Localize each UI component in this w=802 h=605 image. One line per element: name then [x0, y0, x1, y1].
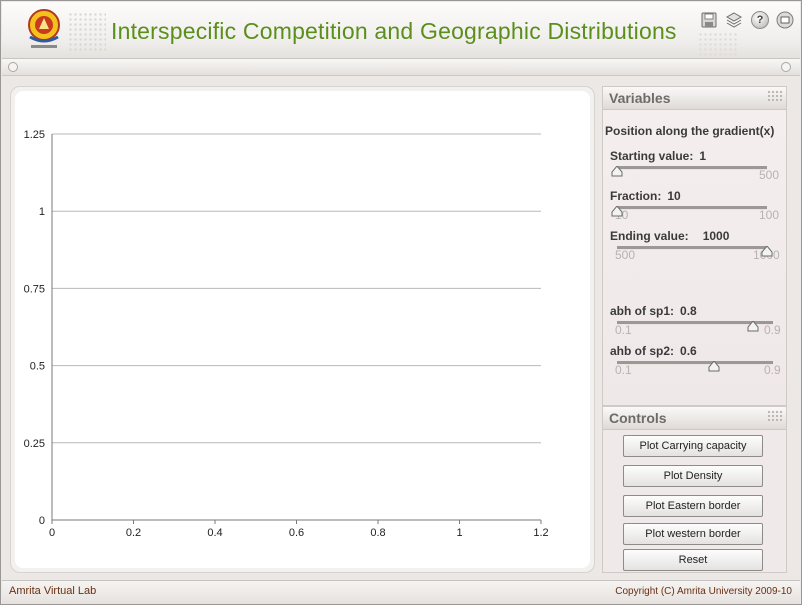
save-icon[interactable] — [700, 11, 718, 29]
ending-value-slider-track[interactable] — [617, 246, 767, 250]
footer-lab-name: Amrita Virtual Lab — [9, 585, 97, 597]
x-tick-label: 0.2 — [126, 527, 141, 539]
ending-value-label-text: Ending value: — [610, 229, 689, 243]
starting-value-readout: 1 — [699, 149, 707, 163]
abh-sp1-slider-track[interactable] — [617, 321, 773, 325]
ahb-sp2-slider-track[interactable] — [617, 361, 773, 365]
variables-panel: Variables Position along the gradient(x)… — [602, 86, 787, 406]
collapse-left-handle[interactable] — [8, 62, 18, 72]
plot-carrying-capacity-button[interactable]: Plot Carrying capacity — [623, 435, 763, 457]
y-tick-label: 0.75 — [24, 283, 45, 295]
fraction-slider-track[interactable] — [617, 206, 767, 210]
fraction-label: Fraction: 10 — [610, 189, 681, 203]
x-tick-label: 0.8 — [370, 527, 385, 539]
page-title: Interspecific Competition and Geographic… — [111, 18, 677, 44]
fraction-slider-thumb[interactable] — [611, 206, 623, 217]
chart-svg: 0 0.25 0.5 0.75 1 1.25 0 0.2 0.4 0.6 0.8 1 1.2 — [24, 129, 549, 539]
abh-sp1-max: 0.9 — [764, 323, 781, 337]
starting-value-label-text: Starting value: — [610, 149, 694, 163]
ahb-sp2-min: 0.1 — [615, 363, 632, 377]
ahb-sp2-max: 0.9 — [764, 363, 781, 377]
amrita-logo — [28, 9, 60, 48]
panel-grip-icon — [767, 90, 783, 102]
header-dot-pattern-right — [698, 32, 738, 56]
header-bar: Interspecific Competition and Geographic… — [2, 2, 800, 59]
fraction-readout: 10 — [667, 189, 681, 203]
controls-panel: Controls Plot Carrying capacity Plot Den… — [602, 406, 787, 573]
variables-body: Position along the gradient(x) Starting … — [603, 110, 786, 405]
controls-header: Controls — [603, 407, 786, 430]
ending-value-slider-thumb[interactable] — [761, 246, 773, 257]
ending-value-min: 500 — [615, 248, 636, 262]
x-tick-label: 1 — [456, 527, 462, 539]
header-dot-pattern — [68, 12, 106, 52]
fraction-max: 100 — [759, 208, 780, 222]
controls-title: Controls — [609, 410, 667, 426]
x-tick-label: 0.6 — [289, 527, 304, 539]
fraction-label-text: Fraction: — [610, 189, 662, 203]
fullscreen-icon[interactable] — [776, 11, 794, 29]
x-tick-label: 0.4 — [207, 527, 222, 539]
footer-bar: Amrita Virtual Lab Copyright (C) Amrita … — [2, 580, 800, 604]
x-tick-label: 0 — [49, 527, 55, 539]
x-tick-label: 1.2 — [533, 527, 548, 539]
collapse-bar — [2, 59, 800, 76]
ending-value-readout: 1000 — [702, 229, 730, 243]
y-tick-label: 1 — [39, 206, 45, 218]
starting-value-max: 500 — [759, 168, 780, 182]
abh-sp1-label: abh of sp1: 0.8 — [610, 304, 697, 318]
plot-eastern-border-button[interactable]: Plot Eastern border — [623, 495, 763, 517]
starting-value-slider-thumb[interactable] — [611, 166, 623, 177]
ahb-sp2-readout: 0.6 — [680, 344, 697, 358]
chart-area: 0 0.25 0.5 0.75 1 1.25 0 0.2 0.4 0.6 0.8 1 1.2 — [15, 91, 590, 568]
help-icon[interactable]: ? — [751, 11, 769, 29]
abh-sp1-label-text: abh of sp1: — [610, 304, 675, 318]
ahb-sp2-label-text: ahb of sp2: — [610, 344, 675, 358]
starting-value-slider-track[interactable] — [617, 166, 767, 170]
abh-sp1-readout: 0.8 — [680, 304, 697, 318]
controls-body: Plot Carrying capacity Plot Density Plot… — [603, 430, 786, 572]
ending-value-label: Ending value: 1000 — [610, 229, 729, 243]
variables-title: Variables — [609, 90, 671, 106]
plot-density-button[interactable]: Plot Density — [623, 465, 763, 487]
panel-grip-icon — [767, 410, 783, 422]
collapse-right-handle[interactable] — [781, 62, 791, 72]
y-tick-label: 0 — [39, 515, 45, 527]
plot-western-border-button[interactable]: Plot western border — [623, 523, 763, 545]
footer-copyright: Copyright (C) Amrita University 2009-10 — [615, 586, 792, 597]
reset-button[interactable]: Reset — [623, 549, 763, 571]
variables-header: Variables — [603, 87, 786, 110]
y-tick-label: 0.5 — [30, 361, 45, 373]
starting-value-label: Starting value: 1 — [610, 149, 706, 163]
ahb-sp2-label: ahb of sp2: 0.6 — [610, 344, 697, 358]
ahb-sp2-slider-thumb[interactable] — [708, 361, 720, 372]
y-tick-label: 1.25 — [24, 129, 45, 141]
gradient-section-label: Position along the gradient(x) — [605, 124, 775, 138]
abh-sp1-min: 0.1 — [615, 323, 632, 337]
chart-panel: 0 0.25 0.5 0.75 1 1.25 0 0.2 0.4 0.6 0.8 1 1.2 — [10, 86, 595, 573]
abh-sp1-slider-thumb[interactable] — [747, 321, 759, 332]
layers-icon[interactable] — [725, 11, 743, 29]
y-tick-label: 0.25 — [24, 438, 45, 450]
